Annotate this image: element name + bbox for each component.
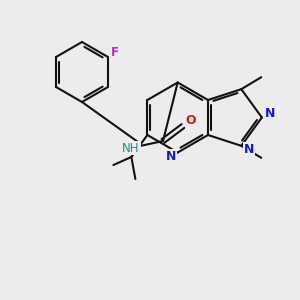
Text: F: F <box>111 46 119 59</box>
Text: O: O <box>186 115 196 128</box>
Text: N: N <box>166 150 176 163</box>
Text: NH: NH <box>122 142 140 154</box>
Text: N: N <box>265 107 275 120</box>
Text: N: N <box>244 143 254 156</box>
